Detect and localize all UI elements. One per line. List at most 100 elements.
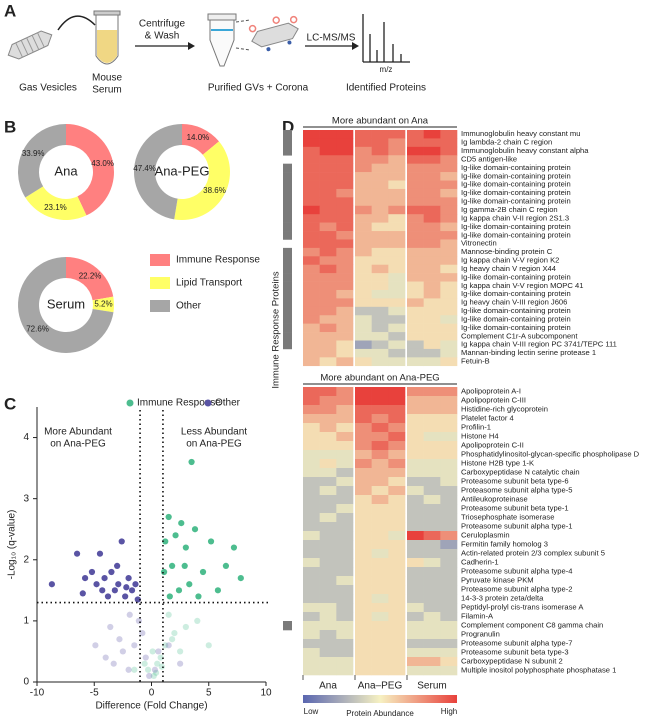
pie-segment bbox=[17, 124, 67, 198]
pie-value-label: 72.6% bbox=[26, 325, 49, 334]
pie-segment bbox=[174, 141, 231, 220]
row-label: Proteasome subunit alpha type-7 bbox=[461, 639, 572, 648]
heatmap-cell bbox=[336, 441, 354, 451]
heatmap-cell bbox=[355, 205, 372, 215]
heatmap-cell bbox=[423, 648, 441, 658]
heatmap-cell bbox=[423, 188, 441, 198]
heatmap-cell bbox=[303, 486, 320, 496]
heatmap-cell bbox=[440, 214, 458, 223]
heatmap-cell bbox=[423, 155, 441, 164]
heatmap-cell bbox=[355, 531, 372, 541]
row-label: Apolipoprotein A-I bbox=[461, 387, 521, 396]
heatmap-cell bbox=[423, 513, 441, 523]
scatter-point bbox=[128, 587, 136, 594]
heatmap-cell bbox=[303, 231, 320, 240]
immune-flag bbox=[283, 138, 292, 148]
scatter-point bbox=[166, 593, 173, 600]
heatmap-cell bbox=[388, 567, 406, 577]
heatmap-cell bbox=[423, 130, 441, 139]
heatmap-cell bbox=[423, 315, 441, 324]
heatmap-cell bbox=[336, 414, 354, 424]
heatmap-cell bbox=[423, 666, 441, 676]
heatmap-cell bbox=[303, 256, 320, 266]
heatmap-cell bbox=[319, 567, 337, 577]
heatmap-cell bbox=[303, 298, 320, 308]
heatmap-cell bbox=[440, 513, 458, 523]
row-label: Vitronectin bbox=[461, 239, 497, 248]
heatmap-cell bbox=[336, 423, 354, 433]
step-label: Mouse bbox=[92, 73, 122, 84]
heatmap-cell bbox=[336, 239, 354, 249]
pie-value-label: 5.2% bbox=[94, 300, 112, 309]
heatmap-cell bbox=[355, 188, 372, 198]
heatmap-cell bbox=[371, 549, 389, 559]
heatmap-cell bbox=[423, 639, 441, 649]
heatmap-cell bbox=[423, 205, 441, 215]
scatter-point bbox=[181, 562, 188, 569]
scatter-point bbox=[123, 584, 130, 591]
row-label: Mannose-binding protein C bbox=[461, 247, 553, 256]
heatmap-cell bbox=[319, 504, 337, 514]
row-label: Fermitin family homolog 3 bbox=[461, 540, 548, 549]
pie-value-label: 38.6% bbox=[203, 186, 226, 195]
heatmap-cell bbox=[388, 205, 406, 215]
scatter-point bbox=[177, 648, 184, 655]
heatmap-cell bbox=[423, 486, 441, 496]
heatmap-cell bbox=[336, 188, 354, 198]
scatter-point bbox=[114, 562, 121, 569]
scatter-point bbox=[205, 642, 212, 649]
heatmap-cell bbox=[371, 432, 389, 442]
heatmap-cell bbox=[371, 264, 389, 274]
heatmap-cell bbox=[355, 576, 372, 586]
heatmap-cell bbox=[407, 130, 424, 139]
heatmap-cell bbox=[371, 155, 389, 164]
heatmap-cell bbox=[423, 281, 441, 291]
heatmap-cell bbox=[371, 273, 389, 282]
scatter-point bbox=[222, 562, 230, 569]
row-label: Ig kappa chain V-V region MOPC 41 bbox=[461, 281, 583, 290]
heatmap-cell bbox=[319, 423, 337, 433]
heatmap-cell bbox=[303, 357, 320, 367]
heatmap-cell bbox=[423, 477, 441, 487]
heatmap-cell bbox=[407, 188, 424, 198]
heatmap-cell bbox=[336, 306, 354, 316]
heatmap-cell bbox=[388, 477, 406, 487]
heatmap-cell bbox=[440, 188, 458, 198]
heatmap-cell bbox=[336, 357, 354, 367]
row-label: 14-3-3 protein zeta/delta bbox=[461, 594, 544, 603]
heatmap-cell bbox=[355, 281, 372, 291]
heatmap-cell bbox=[407, 522, 424, 532]
scatter-point bbox=[177, 660, 184, 667]
heatmap-cell bbox=[388, 504, 406, 514]
heatmap-cell bbox=[388, 306, 406, 316]
heatmap-cell bbox=[319, 630, 337, 640]
heatmap-cell bbox=[303, 432, 320, 442]
heatmap-cell bbox=[355, 348, 372, 358]
heatmap-cell bbox=[407, 264, 424, 274]
scatter-point bbox=[144, 666, 152, 673]
heatmap-cell bbox=[440, 495, 458, 505]
immune-flag bbox=[283, 197, 292, 207]
immune-flag bbox=[283, 298, 292, 308]
heatmap-cell bbox=[407, 450, 424, 460]
pie-segment bbox=[25, 186, 87, 221]
heatmap-cell bbox=[336, 666, 354, 676]
heatmap-cell bbox=[371, 477, 389, 487]
heatmap-cell bbox=[423, 146, 441, 156]
heatmap-cell bbox=[423, 357, 441, 367]
heatmap-cell bbox=[371, 247, 389, 257]
heatmap-cell bbox=[371, 648, 389, 658]
heatmap-cell bbox=[319, 281, 337, 291]
column-label: Ana bbox=[319, 681, 337, 692]
heatmap-cell bbox=[388, 522, 406, 532]
legend-marker bbox=[126, 399, 134, 407]
scatter-point bbox=[157, 654, 164, 661]
x-tick-label: 10 bbox=[260, 688, 272, 699]
pie-segment bbox=[66, 257, 114, 301]
annotation: on Ana-PEG bbox=[186, 439, 242, 450]
heatmap-cell bbox=[371, 612, 389, 622]
scatter-point bbox=[92, 642, 99, 649]
heatmap-cell bbox=[303, 315, 320, 324]
legend-marker bbox=[204, 399, 212, 407]
gas-vesicle-icon bbox=[7, 30, 53, 60]
